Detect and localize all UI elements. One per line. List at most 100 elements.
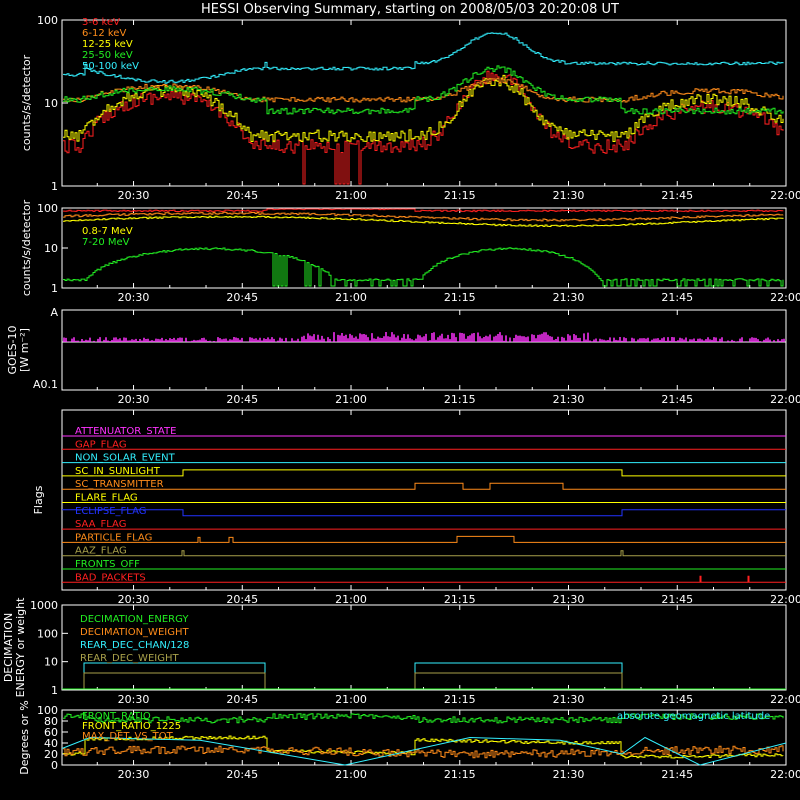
flag-label-1: GAP_FLAG [75, 439, 127, 450]
legend-label-p2-1: 7-20 MeV [82, 237, 130, 248]
series-geomagnetic-latitude [61, 736, 787, 766]
time-tick-label: 22:00 [770, 593, 800, 606]
time-tick-label: 20:30 [118, 393, 150, 406]
time-tick-label: 20:45 [226, 189, 258, 202]
flag-label-0: ATTENUATOR_STATE [75, 426, 176, 437]
time-tick-label: 21:00 [335, 593, 367, 606]
time-tick-label: 22:00 [770, 291, 800, 304]
time-tick-label: 21:15 [444, 693, 476, 706]
y-tick-label: 10 [44, 97, 58, 110]
flag-line-3 [62, 469, 786, 477]
legend-label-2: 12-25 keV [82, 39, 133, 50]
time-tick-label: 21:15 [444, 393, 476, 406]
time-tick-label: 21:15 [444, 291, 476, 304]
time-tick-label: 21:15 [444, 768, 476, 781]
panel-4: 20:30 20:45 21:00 21:15 21:30 21:45 22:00 Flags… [32, 409, 800, 606]
panel-5: 20:30 20:45 21:00 21:15 21:30 21:45 22:00 1 10 10… [2, 597, 800, 706]
series-6-12-kev [63, 77, 784, 103]
y-tick-label: A0.1 [33, 378, 58, 391]
flag-label-9: AAZ_FLAG [75, 546, 127, 557]
y-axis-label-p5-b: ENERGY or weight [14, 597, 27, 697]
legend-label-p5-1: DECIMATION_WEIGHT [80, 627, 189, 638]
y-axis-label-p3-a: GOES-10 [6, 325, 19, 374]
time-tick-label: 21:45 [661, 768, 693, 781]
time-tick-label: 21:00 [335, 189, 367, 202]
time-tick-label: 21:30 [553, 768, 585, 781]
y-tick-label: 20 [44, 748, 58, 761]
panel-3: 20:30 20:45 21:00 21:15 21:30 21:45 22:00 A A0.1… [6, 306, 800, 406]
y-tick-label: 1000 [30, 599, 58, 612]
time-tick-label: 20:30 [118, 768, 150, 781]
series-front-ratio-1225 [63, 735, 784, 759]
series-goes [63, 332, 785, 342]
flag-line-8 [62, 535, 786, 543]
flag-line-11 [62, 575, 786, 583]
legend-label-p6-2: MAX_DET_VS_TOT [82, 731, 174, 742]
flag-label-6: ECLIPSE_FLAG [75, 506, 146, 517]
y-axis-label-p6: Degrees or % [18, 700, 31, 774]
time-tick-label: 20:30 [118, 593, 150, 606]
legend-label-p6-0: FRONT_RATIO [82, 711, 151, 722]
time-tick-label: 20:30 [118, 291, 150, 304]
time-tick-label: 20:45 [226, 393, 258, 406]
legend-label-p5-0: DECIMATION_ENERGY [80, 614, 189, 625]
y-tick-label: 10 [44, 656, 58, 669]
flag-label-4: SC_TRANSMITTER [75, 479, 164, 490]
y-tick-label: 60 [44, 726, 58, 739]
y-axis-label-p1: counts/s/detector [20, 54, 33, 151]
time-tick-label: 20:45 [226, 768, 258, 781]
y-tick-label: A [50, 306, 58, 319]
time-tick-label: 21:30 [553, 393, 585, 406]
time-tick-label: 21:45 [661, 693, 693, 706]
series-max-det-vs-tot [63, 745, 784, 759]
flag-label-8: PARTICLE_FLAG [75, 532, 152, 543]
time-tick-label: 21:45 [661, 291, 693, 304]
time-tick-label: 22:00 [770, 768, 800, 781]
y-tick-label: 80 [44, 715, 58, 728]
time-tick-label: 21:45 [661, 593, 693, 606]
series-yellow-p2 [63, 215, 784, 227]
flag-label-10: FRONTS_OFF [75, 559, 140, 570]
y-axis-label-p5-a: DECIMATION [2, 613, 15, 682]
panel-1: 20:30 20:45 21:00 21:15 21:30 21:45 22:00 1 10 10… [20, 14, 800, 202]
legend-label-3: 25-50 keV [82, 50, 133, 61]
panel-2: 20:30 20:45 21:00 21:15 21:30 21:45 22:00 1 10 10… [20, 199, 800, 304]
time-tick-label: 21:00 [335, 693, 367, 706]
time-tick-label: 21:00 [335, 768, 367, 781]
series-green-p2 [63, 247, 784, 287]
y-tick-label: 100 [37, 627, 58, 640]
flag-label-2: NON_SOLAR_EVENT [75, 453, 176, 464]
flag-line-6 [62, 509, 786, 517]
time-tick-label: 22:00 [770, 393, 800, 406]
y-tick-label: 1 [51, 684, 58, 697]
flag-label-5: FLARE_FLAG [75, 493, 138, 504]
legend-label-4: 50-100 keV [82, 61, 139, 72]
time-tick-label: 20:45 [226, 693, 258, 706]
time-tick-label: 20:30 [118, 693, 150, 706]
legend-label-1: 6-12 keV [82, 28, 126, 39]
legend-label-p5-2: REAR_DEC_CHAN/128 [80, 640, 189, 651]
y-tick-label: 100 [37, 202, 58, 215]
y-tick-label: 1 [51, 180, 58, 193]
y-axis-label-p4: Flags [32, 485, 45, 514]
y-tick-label: 40 [44, 737, 58, 750]
series-3-6-kev [63, 70, 784, 185]
y-tick-label: 100 [37, 704, 58, 717]
panel-6: 20:30 20:45 21:00 21:15 21:30 21:45 22:00 02040… [18, 700, 800, 781]
y-tick-label: 10 [44, 242, 58, 255]
time-tick-label: 21:30 [553, 693, 585, 706]
legend-label-p2-0: 0.8-7 MeV [82, 226, 133, 237]
time-tick-label: 20:30 [118, 189, 150, 202]
series-25-50-kev [63, 65, 784, 115]
flag-line-9 [62, 550, 786, 557]
time-tick-label: 21:30 [553, 189, 585, 202]
y-axis-label-p3-b: [W m⁻²] [18, 328, 31, 372]
flag-label-11: BAD_PACKETS [75, 572, 146, 583]
time-tick-label: 21:45 [661, 189, 693, 202]
time-tick-label: 21:00 [335, 291, 367, 304]
y-tick-label: 1 [51, 282, 58, 295]
flag-line-4 [62, 482, 786, 490]
legend-label-0: 3-6 keV [82, 17, 120, 28]
